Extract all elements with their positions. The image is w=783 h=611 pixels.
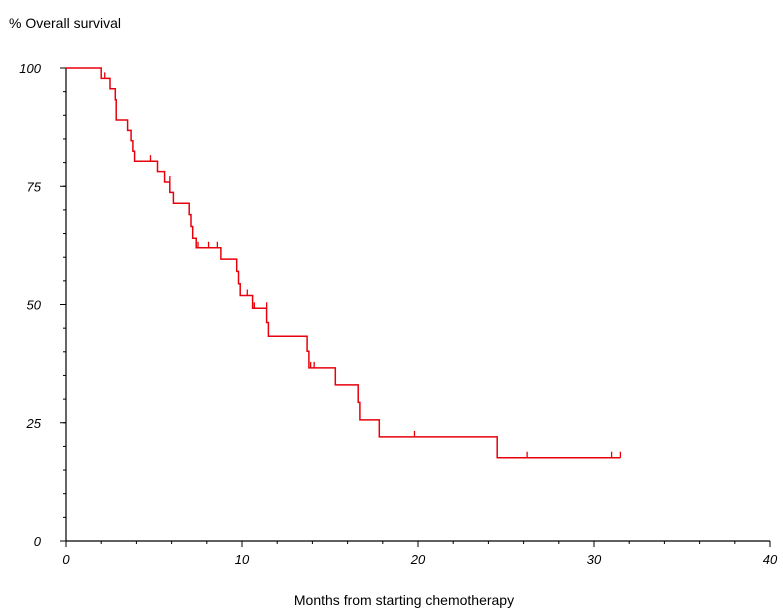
plot-area	[66, 67, 622, 459]
x-tick-label: 20	[410, 552, 426, 567]
x-axis-title: Months from starting chemotherapy	[294, 592, 514, 608]
axes: 0 25 50 75 100 0 10 20 30 40	[19, 61, 778, 567]
x-tick-label: 0	[62, 552, 70, 567]
y-tick-label: 50	[27, 298, 42, 313]
survival-curve	[66, 67, 621, 459]
y-tick-label: 25	[26, 416, 42, 431]
x-tick-label: 30	[587, 552, 602, 567]
y-tick-label: 75	[27, 179, 42, 194]
x-tick-label: 40	[763, 552, 778, 567]
y-tick-label: 0	[34, 534, 42, 549]
x-tick-label: 10	[235, 552, 250, 567]
y-tick-label: 100	[19, 61, 41, 76]
y-axis-title: % Overall survival	[9, 15, 121, 31]
